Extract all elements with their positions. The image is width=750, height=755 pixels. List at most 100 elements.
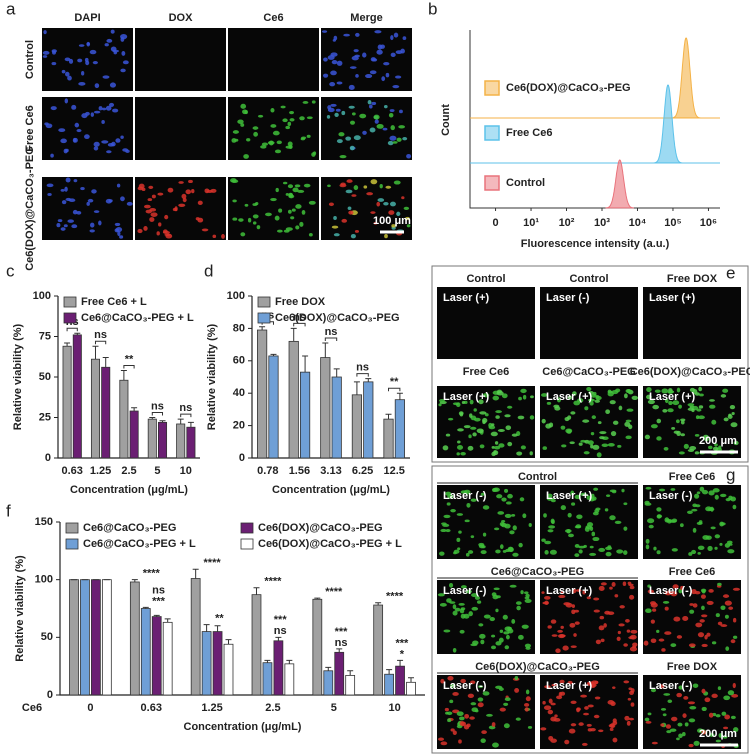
y-tick-label: 60 [233,355,245,367]
cell [708,712,714,718]
cell [524,598,532,603]
cell [731,694,739,698]
cell [652,608,657,612]
cell [547,625,552,629]
cell [482,691,490,696]
cell [232,199,237,203]
cell [442,523,450,527]
cell [661,388,669,394]
cell [683,443,689,449]
cell [148,185,154,190]
cell [607,443,615,447]
cell [527,725,533,729]
bar [395,665,405,696]
cell [287,184,294,189]
bar [334,651,345,696]
cell [591,415,596,420]
bar [101,366,111,459]
cell [525,689,530,695]
cell [695,622,703,628]
cell [678,685,684,690]
cell [89,229,95,233]
cell [643,640,649,646]
cell [598,547,606,553]
cell [72,209,78,215]
scale-bar-label: 200 μm [699,435,737,447]
cell [465,552,470,557]
cell [647,399,655,405]
cell [664,398,669,404]
cell [439,602,447,607]
cell [46,183,54,188]
cell [497,429,505,432]
cell [145,209,153,214]
cell [327,184,331,188]
cell [376,201,381,207]
error-bar [153,614,160,617]
cell [442,445,449,451]
panel-frame [431,265,749,463]
x-row-label: Ce6 [22,702,42,714]
cell [698,405,704,409]
cell [546,493,553,498]
legend-label: Ce6(DOX)@CaCO₃-PEG + L [258,538,402,550]
significance-label: **** [386,591,404,603]
y-axis-label: Count [440,104,452,136]
cell [379,183,383,189]
cell [51,62,57,66]
cell [694,493,700,499]
cell [311,152,316,157]
cell [701,614,708,618]
cell [439,399,445,403]
cell [647,712,652,716]
cell [362,52,367,58]
significance-label: ns [335,637,348,649]
cell [598,625,605,631]
cell [92,61,98,65]
cell [725,646,730,651]
cell [90,222,95,228]
cell [64,57,71,62]
cell [119,235,124,239]
cell [547,529,554,533]
cell [676,692,683,698]
error-bar [333,368,340,377]
cell [292,187,299,193]
cell [111,141,116,147]
error-bar [253,587,260,595]
error-bar [74,332,81,335]
legend-label: Ce6(DOX)@CaCO₃-PEG [258,522,383,534]
cell [587,440,594,445]
cell [650,601,657,606]
cell [467,445,474,451]
bar [406,681,416,696]
micrograph [135,177,226,240]
cell [60,189,65,192]
cell [369,104,373,109]
cell [664,590,672,596]
micrograph [437,485,535,559]
bar [345,674,356,696]
panel-label: a [6,0,16,18]
cell [515,601,522,605]
cell [348,210,354,215]
cell [240,123,245,127]
x-tick-label: 10⁵ [664,217,681,229]
y-axis-label: Relative viability (%) [12,323,24,430]
cell [518,634,524,640]
cell [671,518,678,523]
cell [695,415,700,420]
cell [221,234,225,239]
cell [330,70,337,76]
cell [689,705,697,710]
cell [525,593,530,598]
cell [74,122,80,128]
cell [495,608,499,613]
cell [78,82,86,86]
cell [502,550,507,553]
cell [463,489,471,495]
cell [444,707,449,712]
cell [732,682,736,689]
cell [244,110,248,115]
cell [255,202,259,206]
